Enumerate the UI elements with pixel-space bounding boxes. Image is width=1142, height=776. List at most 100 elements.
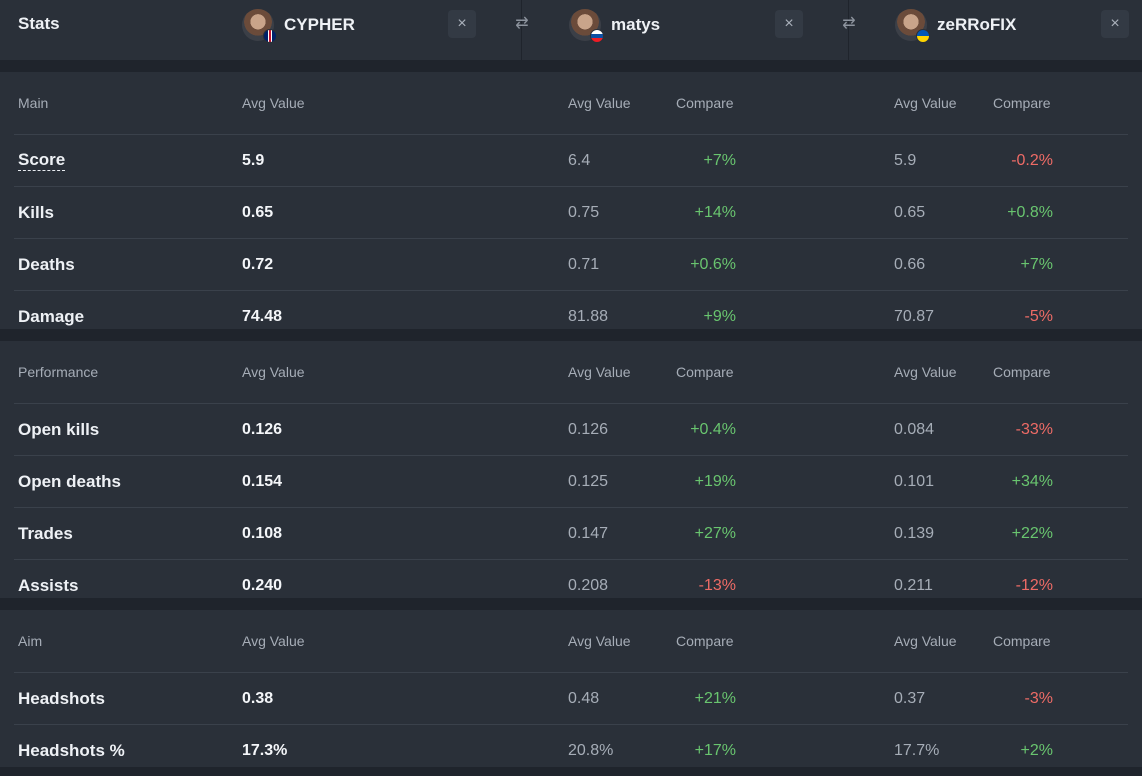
stat-row: Damage 74.48 81.88 +9% 70.87 -5% <box>14 291 1128 342</box>
column-divider <box>848 0 849 60</box>
stat-value: 0.71 <box>568 255 600 273</box>
compare-value: +14% <box>694 203 736 221</box>
stat-value: 0.208 <box>568 576 609 594</box>
stat-value: 74.48 <box>242 307 283 325</box>
stat-value: 17.7% <box>894 741 940 759</box>
stats-title: Stats <box>18 14 60 33</box>
stat-value: 6.4 <box>568 151 591 169</box>
stat-label: Damage <box>18 306 85 326</box>
column-compare: Compare <box>676 633 734 649</box>
stat-value: 0.126 <box>242 420 283 438</box>
stat-value: 0.139 <box>894 524 935 542</box>
compare-value: +9% <box>703 307 736 325</box>
stat-value: 0.48 <box>568 689 600 707</box>
player-avatar <box>242 9 277 43</box>
section-main: Main Avg Value Avg Value Compare Avg Val… <box>0 72 1142 329</box>
stat-value: 5.9 <box>242 151 265 169</box>
column-avg-value: Avg Value <box>568 633 631 649</box>
column-avg-value: Avg Value <box>568 95 631 111</box>
column-compare: Compare <box>676 364 734 380</box>
remove-player-button[interactable]: × <box>1101 10 1129 38</box>
stat-value: 0.38 <box>242 689 274 707</box>
column-compare: Compare <box>993 95 1051 111</box>
section-header: Main Avg Value Avg Value Compare Avg Val… <box>14 72 1128 135</box>
stat-value: 0.211 <box>894 576 933 594</box>
compare-value: -3% <box>1024 689 1053 707</box>
column-avg-value: Avg Value <box>242 95 305 111</box>
compare-value: +7% <box>1020 255 1053 273</box>
stat-value: 0.37 <box>894 689 926 707</box>
compare-value: +0.4% <box>690 420 736 438</box>
stat-value: 0.72 <box>242 255 274 273</box>
stat-value: 0.66 <box>894 255 926 273</box>
section-header: Performance Avg Value Avg Value Compare … <box>14 341 1128 404</box>
player-name: CYPHER <box>284 15 355 34</box>
stat-row: Open deaths 0.154 0.125 +19% 0.101 +34% <box>14 456 1128 508</box>
stat-value: 0.75 <box>568 203 600 221</box>
remove-player-button[interactable]: × <box>775 10 803 38</box>
stat-row: Trades 0.108 0.147 +27% 0.139 +22% <box>14 508 1128 560</box>
stat-label: Headshots <box>18 688 105 708</box>
section-performance: Performance Avg Value Avg Value Compare … <box>0 341 1142 598</box>
stat-label-score[interactable]: Score <box>18 150 66 171</box>
stat-value: 0.154 <box>242 472 283 490</box>
column-divider <box>521 0 522 60</box>
stat-row: Headshots 0.38 0.48 +21% 0.37 -3% <box>14 673 1128 725</box>
close-icon: × <box>1110 15 1120 32</box>
stat-label: Assists <box>18 575 79 595</box>
stat-value: 0.126 <box>568 420 609 438</box>
section-header: Aim Avg Value Avg Value Compare Avg Valu… <box>14 610 1128 673</box>
player-name: zeRRoFIX <box>937 15 1017 34</box>
compare-value: +19% <box>694 472 736 490</box>
player-cypher[interactable]: CYPHER <box>242 7 355 43</box>
compare-value: -12% <box>1015 576 1053 594</box>
stat-value: 17.3% <box>242 741 288 759</box>
column-avg-value: Avg Value <box>242 364 305 380</box>
stat-row: Score 5.9 6.4 +7% 5.9 -0.2% <box>14 135 1128 187</box>
column-avg-value: Avg Value <box>894 95 957 111</box>
stat-row: Assists 0.240 0.208 -13% 0.211 -12% <box>14 560 1128 611</box>
compare-value: +27% <box>694 524 736 542</box>
player-zerrofix[interactable]: zeRRoFIX <box>895 7 1016 43</box>
uk-flag-icon <box>263 29 277 43</box>
stat-value: 81.88 <box>568 307 609 325</box>
column-compare: Compare <box>676 95 734 111</box>
stat-value: 0.108 <box>242 524 283 542</box>
stat-value: 0.125 <box>568 472 609 490</box>
player-matys[interactable]: matys <box>569 7 660 43</box>
stat-label: Kills <box>18 202 54 222</box>
compare-value: -0.2% <box>1011 151 1053 169</box>
compare-value: +34% <box>1011 472 1053 490</box>
stat-label: Open deaths <box>18 471 121 491</box>
swap-icon[interactable]: ⇄ <box>515 15 529 32</box>
close-icon: × <box>457 15 467 32</box>
compare-value: +7% <box>703 151 736 169</box>
section-title: Performance <box>18 364 99 380</box>
compare-value: +0.8% <box>1007 203 1053 221</box>
stat-label: Headshots % <box>18 740 125 760</box>
stats-header: Stats CYPHER × ⇄ matys × ⇄ zeRRoFIX × <box>0 0 1142 60</box>
player-name: matys <box>611 15 661 34</box>
stat-value: 0.65 <box>894 203 926 221</box>
column-avg-value: Avg Value <box>894 364 957 380</box>
stat-value: 0.147 <box>568 524 609 542</box>
stat-row: Deaths 0.72 0.71 +0.6% 0.66 +7% <box>14 239 1128 291</box>
section-title: Aim <box>18 633 43 649</box>
compare-value: -13% <box>698 576 736 594</box>
remove-player-button[interactable]: × <box>448 10 476 38</box>
stat-row: Kills 0.65 0.75 +14% 0.65 +0.8% <box>14 187 1128 239</box>
stat-row: Open kills 0.126 0.126 +0.4% 0.084 -33% <box>14 404 1128 456</box>
swap-icon[interactable]: ⇄ <box>842 15 856 32</box>
stat-label: Open kills <box>18 419 100 439</box>
ukraine-flag-icon <box>916 29 930 43</box>
stat-value: 0.65 <box>242 203 274 221</box>
stat-value: 0.084 <box>894 420 935 438</box>
player-avatar <box>895 9 930 43</box>
player-avatar <box>569 9 604 43</box>
compare-value: -33% <box>1015 420 1053 438</box>
column-avg-value: Avg Value <box>242 633 305 649</box>
section-title: Main <box>18 95 49 111</box>
stat-value: 5.9 <box>894 151 917 169</box>
compare-value: +17% <box>694 741 736 759</box>
column-avg-value: Avg Value <box>568 364 631 380</box>
